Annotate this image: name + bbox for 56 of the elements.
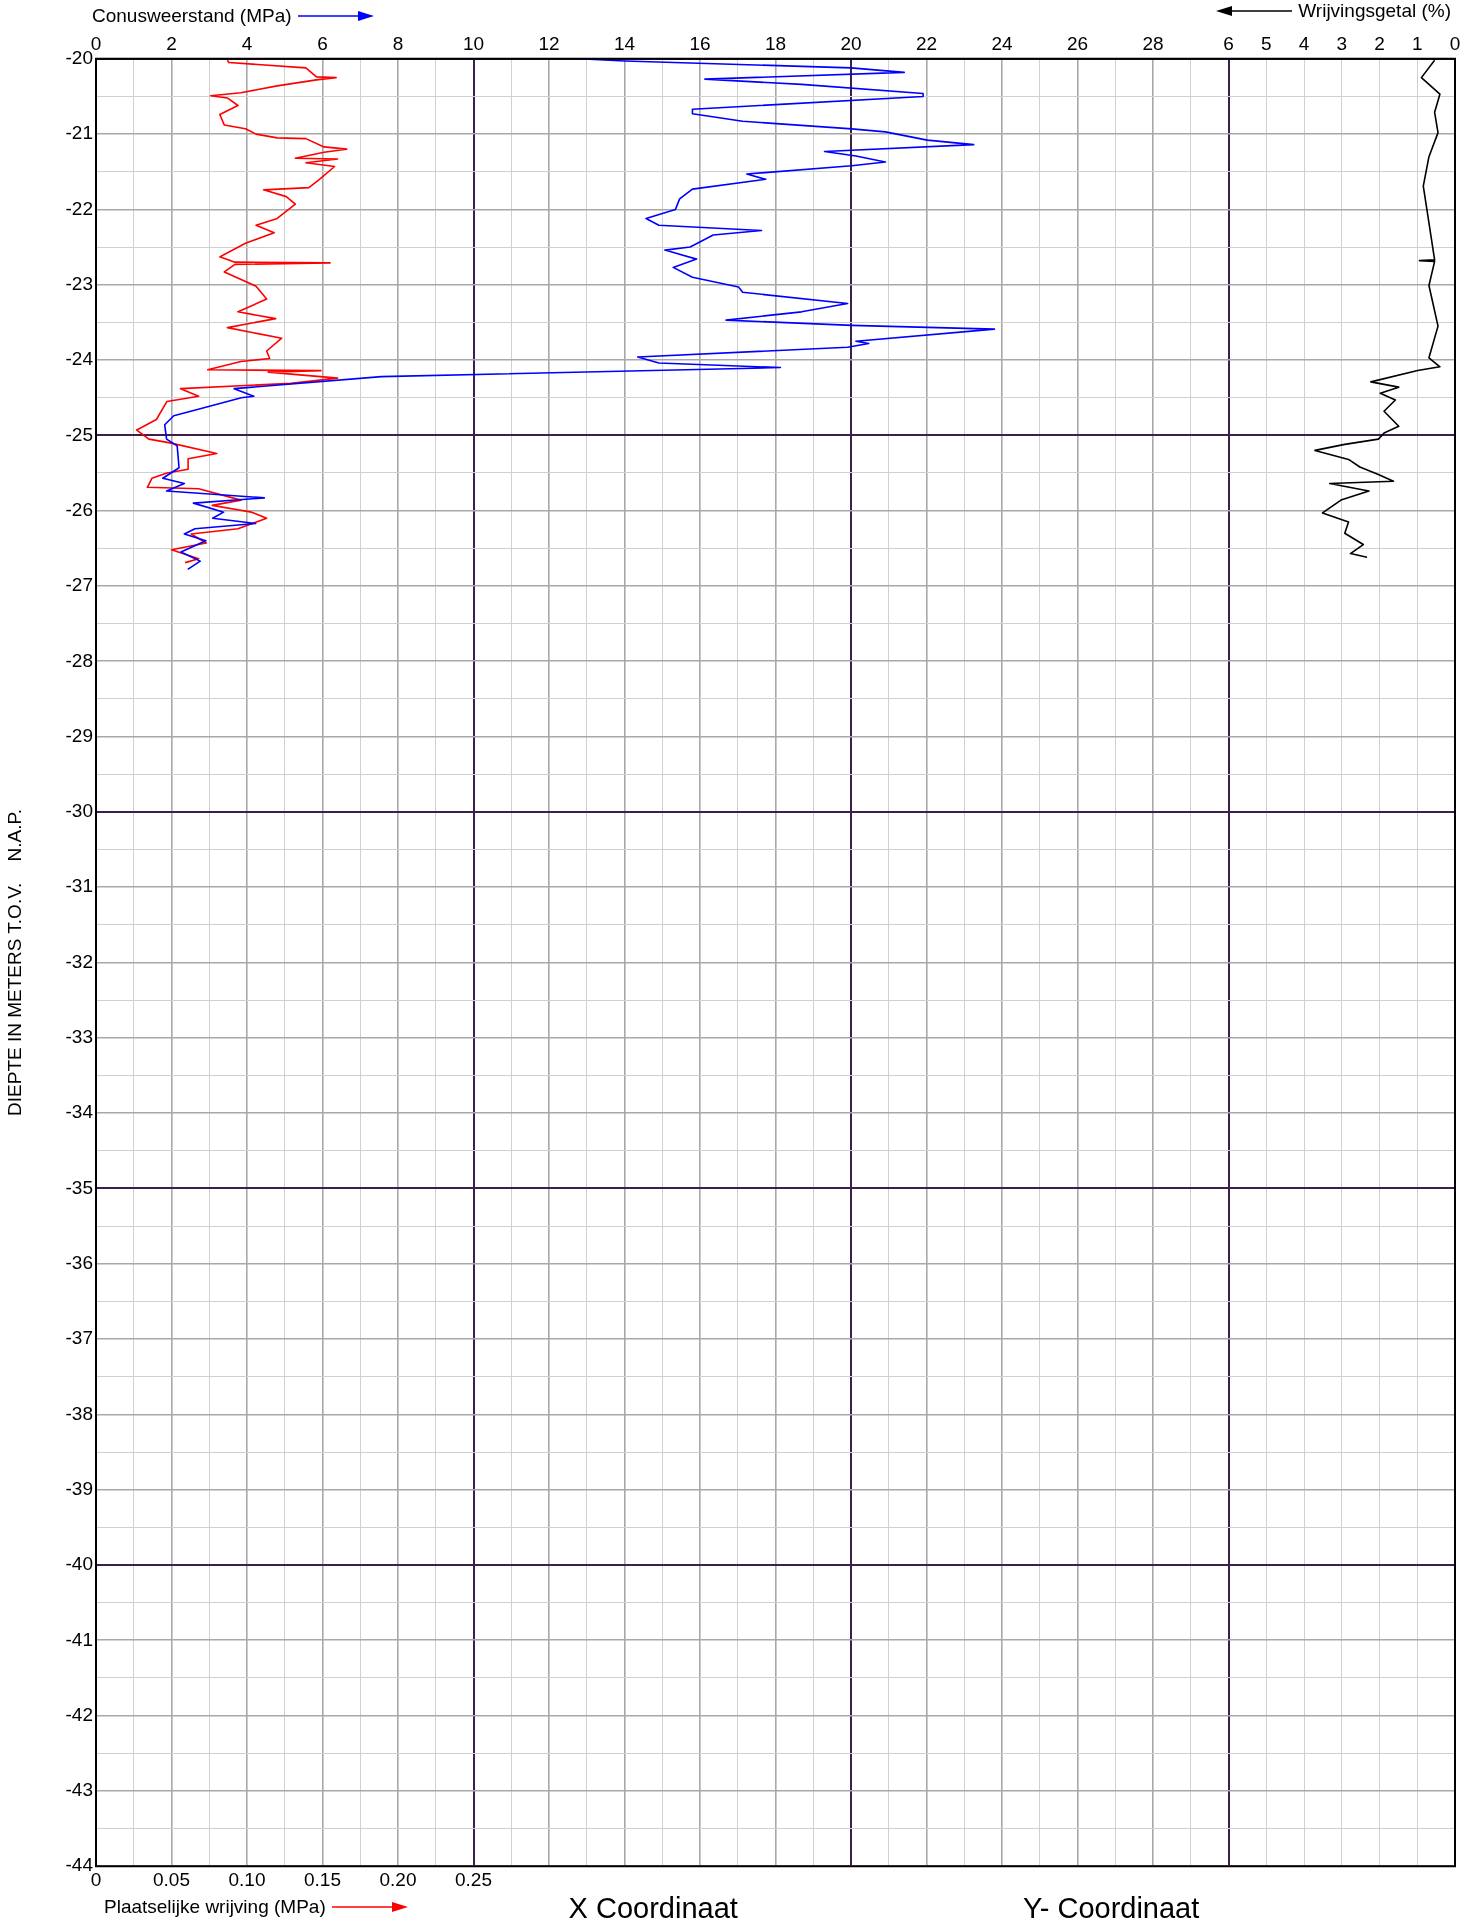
y-tick-label: -31 bbox=[65, 875, 93, 897]
y-tick-label: -20 bbox=[65, 47, 93, 69]
y-tick-label: -36 bbox=[65, 1251, 93, 1273]
x-axis-title: Wrijvingsgetal (%) bbox=[1298, 0, 1451, 22]
y-tick-label: -33 bbox=[65, 1026, 93, 1048]
y-tick-label: -28 bbox=[65, 649, 93, 671]
x-tick-label: 4 bbox=[1298, 32, 1310, 54]
y-tick-label: -27 bbox=[65, 574, 93, 596]
x-tick-label: 14 bbox=[613, 32, 636, 54]
y-tick-label: -26 bbox=[65, 498, 93, 520]
y-tick-label: -37 bbox=[65, 1327, 93, 1349]
x-tick-label: 12 bbox=[538, 32, 560, 54]
y-tick-label: -34 bbox=[65, 1101, 94, 1123]
x2-tick-label: 0.25 bbox=[455, 1868, 492, 1890]
y-tick-label: -40 bbox=[65, 1553, 93, 1575]
x-tick-label: 0 bbox=[1449, 32, 1461, 54]
x-axis-title: Conusweerstand (MPa) bbox=[92, 5, 292, 27]
x-tick-label: 4 bbox=[241, 32, 253, 54]
y-tick-label: -41 bbox=[65, 1628, 93, 1650]
x-tick-label: 6 bbox=[1223, 32, 1234, 54]
x-tick-label: 1 bbox=[1411, 32, 1423, 54]
x2-tick-label: 0.10 bbox=[228, 1868, 266, 1890]
x2-tick-label: 0.05 bbox=[153, 1868, 190, 1890]
x-tick-label: 2 bbox=[1374, 32, 1385, 54]
y-tick-label: -30 bbox=[65, 800, 93, 822]
x-tick-label: 26 bbox=[1066, 32, 1089, 54]
x-tick-label: 8 bbox=[392, 32, 404, 54]
y-tick-label: -32 bbox=[65, 950, 93, 972]
x2-tick-label: 0.20 bbox=[379, 1868, 417, 1890]
x-tick-label: 6 bbox=[317, 32, 328, 54]
y-tick-label: -23 bbox=[65, 272, 93, 294]
x-tick-label: 18 bbox=[764, 32, 787, 54]
y-tick-label: -25 bbox=[65, 423, 93, 445]
text: X Coordinaat bbox=[568, 1892, 738, 1925]
y-tick-label: -24 bbox=[65, 348, 94, 370]
x-tick-label: 10 bbox=[462, 32, 485, 54]
x-tick-label: 20 bbox=[840, 32, 862, 54]
y-tick-label: -35 bbox=[65, 1176, 93, 1198]
x-tick-label: 22 bbox=[915, 32, 938, 54]
y-tick-label: -38 bbox=[65, 1402, 93, 1424]
y-tick-label: -39 bbox=[65, 1477, 93, 1499]
x-tick-label: 24 bbox=[991, 32, 1013, 54]
y-tick-label: -22 bbox=[65, 197, 93, 219]
text: Y- Coordinaat bbox=[1023, 1892, 1200, 1925]
x-tick-label: 16 bbox=[689, 32, 711, 54]
y-tick-label: -21 bbox=[65, 122, 93, 144]
x2-axis-title: Plaatselijke wrijving (MPa) bbox=[104, 1896, 326, 1919]
y-tick-label: -43 bbox=[65, 1779, 93, 1801]
y-axis-title: DIEPTE IN METERS T.O.V. N.A.P. bbox=[3, 809, 25, 1116]
y-tick-label: -42 bbox=[65, 1703, 93, 1725]
x-tick-label: 2 bbox=[166, 32, 177, 54]
x2-tick-label: 0.15 bbox=[304, 1868, 341, 1890]
x-tick-label: 28 bbox=[1142, 32, 1164, 54]
x-tick-label: 5 bbox=[1260, 32, 1272, 54]
y-tick-label: -29 bbox=[65, 724, 93, 746]
x-tick-label: 3 bbox=[1336, 32, 1348, 54]
